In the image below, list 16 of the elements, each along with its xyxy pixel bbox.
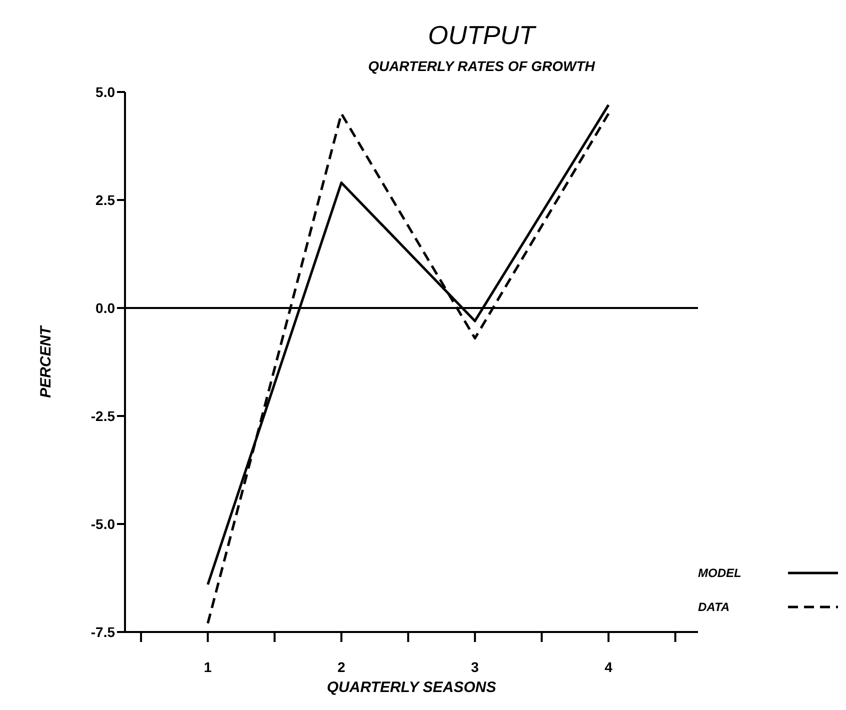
x-tick-label: 3	[471, 658, 480, 675]
chart-subtitle: QUARTERLY RATES OF GROWTH	[367, 58, 596, 74]
x-axis-title: QUARTERLY SEASONS	[326, 679, 496, 696]
x-tick-label: 2	[337, 658, 346, 675]
y-tick-label: 0.0	[96, 300, 116, 316]
text: MODEL	[698, 566, 742, 580]
y-tick-label: -7.5	[90, 624, 116, 640]
x-tick-label: 1	[204, 658, 212, 675]
y-tick-label: 2.5	[96, 192, 116, 208]
x-tick-label: 4	[604, 658, 613, 675]
y-tick-label: -2.5	[90, 408, 116, 424]
y-tick-label: 5.0	[96, 84, 116, 100]
text: DATA	[698, 600, 731, 614]
y-axis-title: PERCENT	[37, 324, 54, 398]
chart-title: OUTPUT	[427, 20, 538, 51]
y-tick-label: -5.0	[90, 516, 116, 532]
